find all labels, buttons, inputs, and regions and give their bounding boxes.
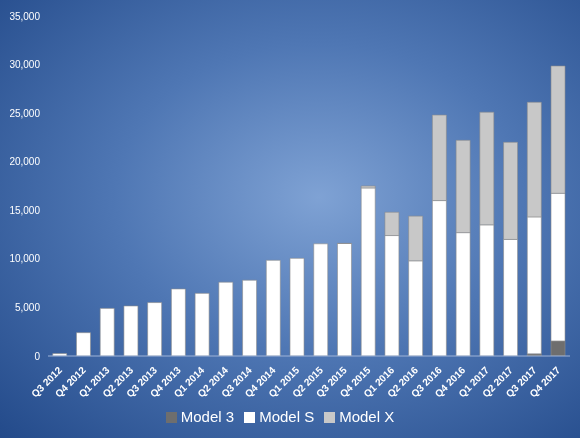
svg-text:Q4 2014: Q4 2014 [242, 364, 278, 400]
html-text:Model X: Model X [339, 408, 395, 425]
html-text:Model S: Model S [259, 408, 315, 425]
svg-text:10,000: 10,000 [9, 253, 40, 264]
svg-text:15,000: 15,000 [9, 205, 40, 216]
svg-text:Q4 2013: Q4 2013 [147, 364, 183, 400]
svg-text:Q3 2017: Q3 2017 [503, 364, 539, 400]
svg-text:Q3 2016: Q3 2016 [408, 364, 444, 400]
svg-text:Q1 2016: Q1 2016 [361, 364, 397, 400]
svg-text:Q4 2017: Q4 2017 [527, 364, 562, 399]
svg-text:Q2 2013: Q2 2013 [100, 364, 136, 400]
svg-text:Q3 2013: Q3 2013 [124, 364, 159, 400]
svg-text:25,000: 25,000 [9, 108, 40, 119]
svg-text:5,000: 5,000 [15, 302, 40, 313]
svg-text:Q1 2017: Q1 2017 [456, 364, 492, 400]
svg-text:Q3 2012: Q3 2012 [29, 364, 65, 400]
svg-text:Q2 2017: Q2 2017 [480, 364, 515, 400]
svg-text:Q3 2015: Q3 2015 [313, 364, 349, 400]
svg-text:35,000: 35,000 [9, 11, 40, 22]
html-text:Model 3: Model 3 [180, 408, 235, 425]
svg-text:Q2 2014: Q2 2014 [195, 364, 231, 400]
svg-text:Q4 2012: Q4 2012 [52, 364, 88, 400]
svg-text:Q1 2014: Q1 2014 [171, 364, 207, 400]
svg-text:Q1 2015: Q1 2015 [266, 364, 302, 400]
svg-text:Q4 2016: Q4 2016 [432, 364, 468, 400]
svg-text:0: 0 [34, 351, 40, 362]
svg-text:Q2 2015: Q2 2015 [290, 364, 326, 400]
svg-text:20,000: 20,000 [9, 156, 40, 167]
svg-text:30,000: 30,000 [9, 59, 40, 70]
svg-text:Q3 2014: Q3 2014 [219, 364, 254, 400]
svg-text:Q1 2013: Q1 2013 [76, 364, 112, 400]
svg-text:Q2 2016: Q2 2016 [385, 364, 420, 400]
svg-text:Q4 2015: Q4 2015 [337, 364, 373, 400]
